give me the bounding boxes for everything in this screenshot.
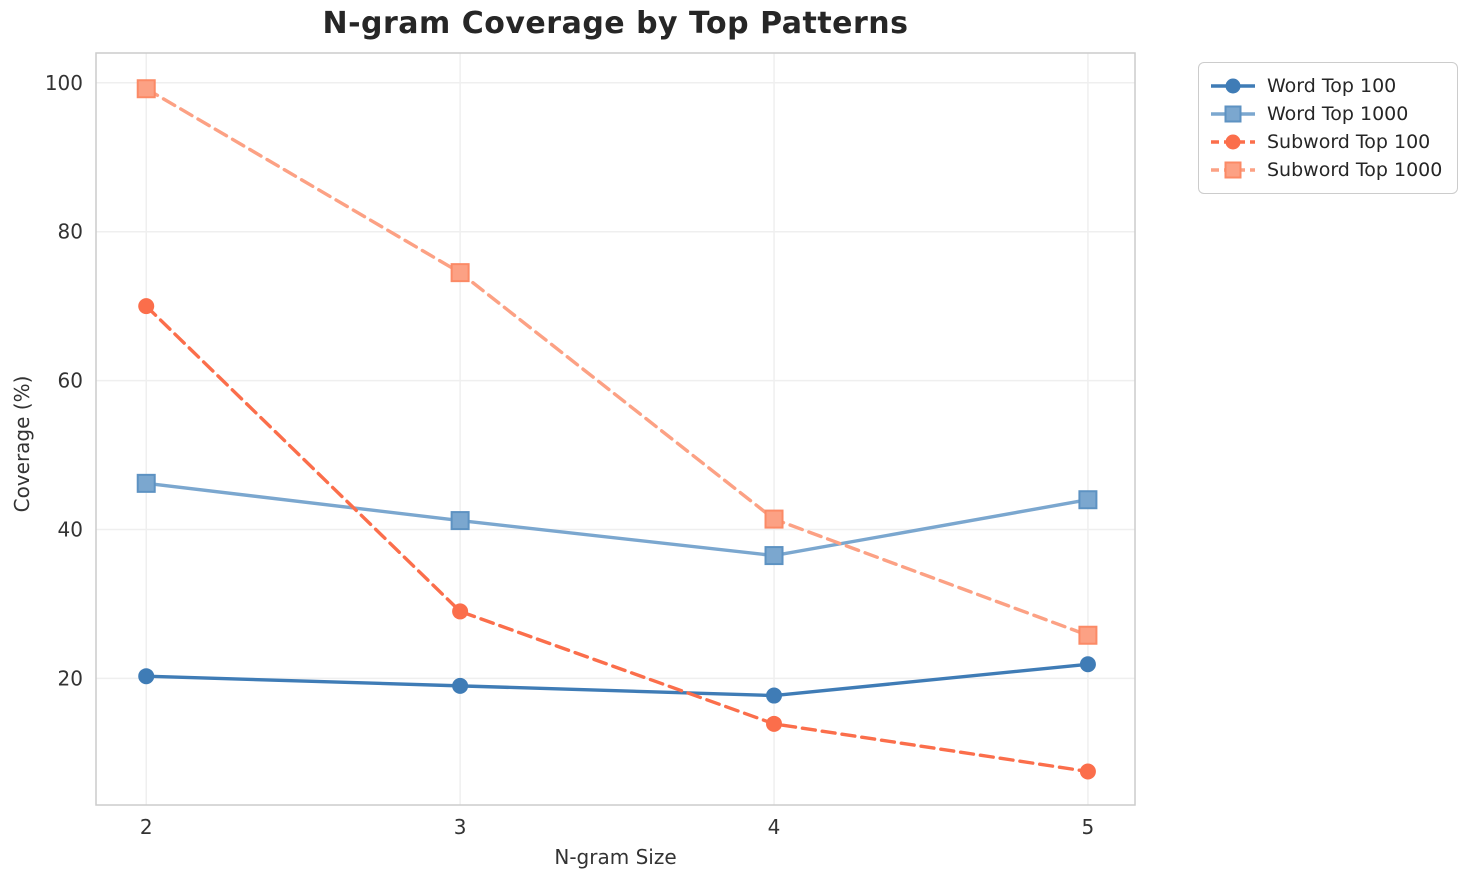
y-tick-label: 40 — [58, 518, 83, 542]
legend-marker — [1224, 105, 1242, 123]
marker-subword-top-1000 — [1078, 625, 1098, 645]
marker-subword-top-1000 — [136, 79, 156, 99]
legend-label: Subword Top 100 — [1267, 131, 1431, 153]
series-line-subword-top-100 — [144, 304, 1090, 774]
x-tick-label: 2 — [140, 815, 153, 839]
legend-sample-subword-top-100 — [1211, 134, 1255, 150]
marker-subword-top-1000 — [450, 263, 470, 283]
legend-sample-subword-top-1000 — [1211, 161, 1255, 179]
legend-sample-word-top-1000 — [1211, 105, 1255, 123]
marker-word-top-100 — [452, 677, 469, 694]
marker-subword-top-100 — [1079, 763, 1096, 780]
marker-word-top-1000 — [1078, 490, 1098, 510]
marker-subword-top-100 — [138, 298, 155, 315]
marker-word-top-1000 — [136, 473, 156, 493]
y-tick-label: 100 — [45, 71, 83, 95]
marker-word-top-100 — [766, 687, 783, 704]
series-line-word-top-100 — [144, 662, 1090, 698]
x-tick-label: 5 — [1082, 815, 1095, 839]
x-tick-label: 3 — [454, 815, 467, 839]
chart-title: N-gram Coverage by Top Patterns — [322, 6, 909, 41]
marker-word-top-1000 — [764, 546, 784, 566]
marker-word-top-100 — [1079, 656, 1096, 673]
series-line-word-top-1000 — [144, 481, 1090, 558]
legend-marker — [1225, 78, 1241, 94]
legend-marker — [1224, 161, 1242, 179]
y-tick-label: 80 — [58, 220, 83, 244]
legend-label: Subword Top 1000 — [1267, 159, 1443, 181]
x-axis-label: N-gram Size — [554, 845, 677, 869]
legend-item-word-top-1000: Word Top 1000 — [1209, 100, 1445, 128]
y-axis-label: Coverage (%) — [10, 375, 34, 513]
marker-subword-top-1000 — [764, 509, 784, 529]
legend-label: Word Top 1000 — [1267, 103, 1409, 125]
y-tick-label: 60 — [58, 369, 83, 393]
legend-item-word-top-100: Word Top 100 — [1209, 72, 1445, 100]
x-tick-label: 4 — [768, 815, 781, 839]
plot-border — [95, 52, 1136, 806]
legend: Word Top 100 Word Top 1000 Subword Top 100… — [1198, 62, 1458, 194]
marker-subword-top-100 — [766, 715, 783, 732]
series-line-subword-top-1000 — [144, 87, 1090, 637]
legend-marker — [1225, 134, 1241, 150]
marker-word-top-100 — [138, 668, 155, 685]
marker-word-top-1000 — [450, 511, 470, 531]
marker-subword-top-100 — [452, 603, 469, 620]
legend-label: Word Top 100 — [1267, 75, 1397, 97]
legend-sample-word-top-100 — [1211, 78, 1255, 94]
legend-item-subword-top-100: Subword Top 100 — [1209, 128, 1445, 156]
legend-item-subword-top-1000: Subword Top 1000 — [1209, 156, 1445, 184]
y-tick-label: 20 — [58, 666, 83, 690]
